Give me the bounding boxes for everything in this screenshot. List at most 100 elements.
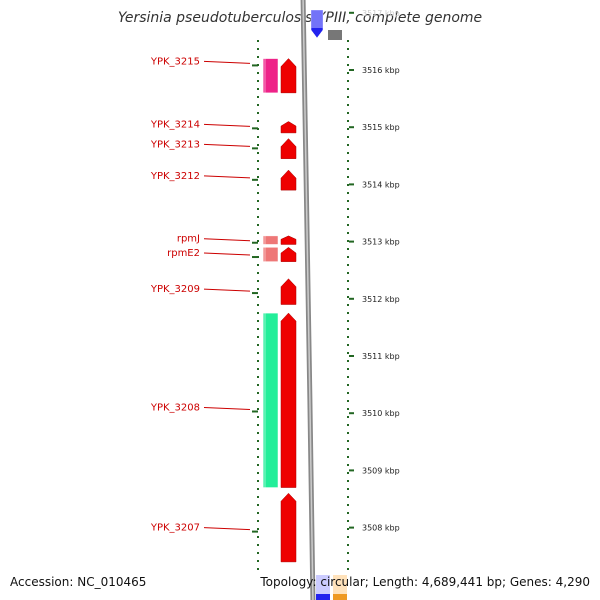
left-axis-dot xyxy=(257,512,259,514)
right-axis-dot xyxy=(347,280,349,282)
left-axis-dot xyxy=(257,288,259,290)
right-axis-dot xyxy=(347,80,349,82)
scale-tick-label: 3510 kbp xyxy=(362,409,400,418)
left-axis-dot xyxy=(257,496,259,498)
gene-label: YPK_3212 xyxy=(150,171,200,182)
topology-text: Topology: circular; Length: 4,689,441 bp… xyxy=(260,575,590,589)
gene-axis-tick xyxy=(252,530,258,533)
right-axis-dot xyxy=(347,40,349,42)
left-axis-dot xyxy=(257,352,259,354)
gene-label: YPK_3209 xyxy=(150,284,200,295)
feature-bar-highlight xyxy=(263,235,266,245)
left-axis-dot xyxy=(257,368,259,370)
scale-tick-label: 3511 kbp xyxy=(362,352,400,361)
scale-tick-label: 3512 kbp xyxy=(362,295,400,304)
accession-text: Accession: NC_010465 xyxy=(10,575,147,589)
left-axis-dot xyxy=(257,280,259,282)
gene-arrow xyxy=(280,312,297,488)
gene-label: rpmJ xyxy=(177,234,200,245)
right-axis-dot xyxy=(347,128,349,130)
left-axis-dot xyxy=(257,96,259,98)
right-axis-dot xyxy=(347,176,349,178)
right-axis-dot xyxy=(347,296,349,298)
left-axis-dot xyxy=(257,416,259,418)
right-axis-dot xyxy=(347,472,349,474)
scale-tick-label: 3515 kbp xyxy=(362,123,400,132)
right-axis-dot xyxy=(347,408,349,410)
right-axis-dot xyxy=(347,136,349,138)
left-axis-dot xyxy=(257,232,259,234)
edge-feature-grey-top xyxy=(328,30,342,40)
gene-axis-tick xyxy=(252,127,258,130)
right-axis-dot xyxy=(347,368,349,370)
right-axis-dot xyxy=(347,216,349,218)
right-axis-dot xyxy=(347,200,349,202)
scale-tick xyxy=(349,526,354,529)
right-axis-dot xyxy=(347,456,349,458)
left-axis-dot xyxy=(257,568,259,570)
right-axis-dot xyxy=(347,424,349,426)
left-axis-dot xyxy=(257,296,259,298)
left-axis-dot xyxy=(257,40,259,42)
right-axis-dot xyxy=(347,168,349,170)
left-axis-dot xyxy=(257,528,259,530)
left-axis-dot xyxy=(257,480,259,482)
left-axis-dot xyxy=(257,120,259,122)
right-axis-dot xyxy=(347,272,349,274)
gene-arrow xyxy=(280,58,297,94)
right-axis-dot xyxy=(347,112,349,114)
right-axis-dot xyxy=(347,184,349,186)
gene-axis-tick xyxy=(252,292,258,295)
left-axis-dot xyxy=(257,552,259,554)
left-axis-dot xyxy=(257,176,259,178)
gene-leader-line xyxy=(203,143,251,147)
left-axis-dot xyxy=(257,88,259,90)
right-axis-dot xyxy=(347,504,349,506)
right-axis-dot xyxy=(347,304,349,306)
gene-leader-line xyxy=(203,406,251,410)
gene-label: YPK_3208 xyxy=(150,402,200,413)
right-axis-dot xyxy=(347,480,349,482)
right-axis-dot xyxy=(347,152,349,154)
right-axis-dot xyxy=(347,528,349,530)
gene-label: YPK_3207 xyxy=(150,523,200,534)
left-axis-dot xyxy=(257,328,259,330)
right-axis-dot xyxy=(347,392,349,394)
scale-tick-label: 3514 kbp xyxy=(362,180,400,189)
scale-tick-label: 3513 kbp xyxy=(362,238,400,247)
right-axis-dot xyxy=(347,440,349,442)
left-axis-dot xyxy=(257,456,259,458)
gene-arrow xyxy=(280,492,297,563)
right-axis-dot xyxy=(347,232,349,234)
left-axis-dot xyxy=(257,240,259,242)
left-axis-dot xyxy=(257,400,259,402)
scale-tick-label: 3508 kbp xyxy=(362,524,400,533)
feature-bar-highlight xyxy=(263,58,266,93)
gene-label: YPK_3214 xyxy=(150,119,200,130)
scale-tick xyxy=(349,126,354,129)
feature-bar xyxy=(262,247,279,262)
gene-axis-tick xyxy=(252,256,258,259)
left-axis-dot xyxy=(257,248,259,250)
left-axis-dot xyxy=(257,544,259,546)
right-axis-dot xyxy=(347,520,349,522)
right-axis-dot xyxy=(347,48,349,50)
scale-tick xyxy=(349,69,354,71)
gene-leader-line xyxy=(203,123,251,127)
gene-arrow xyxy=(280,121,297,134)
right-axis-dot xyxy=(347,464,349,466)
gene-axis-tick xyxy=(252,241,258,244)
right-axis-dot xyxy=(347,264,349,266)
scale-tick xyxy=(349,469,354,472)
left-axis-dot xyxy=(257,184,259,186)
left-axis-dot xyxy=(257,152,259,154)
scale-tick xyxy=(349,11,354,14)
right-axis-dot xyxy=(347,240,349,242)
right-axis-dot xyxy=(347,432,349,434)
left-axis-dot xyxy=(257,104,259,106)
right-axis-dot xyxy=(347,104,349,106)
left-axis-dot xyxy=(257,200,259,202)
left-axis-dot xyxy=(257,536,259,538)
left-axis-dot xyxy=(257,432,259,434)
